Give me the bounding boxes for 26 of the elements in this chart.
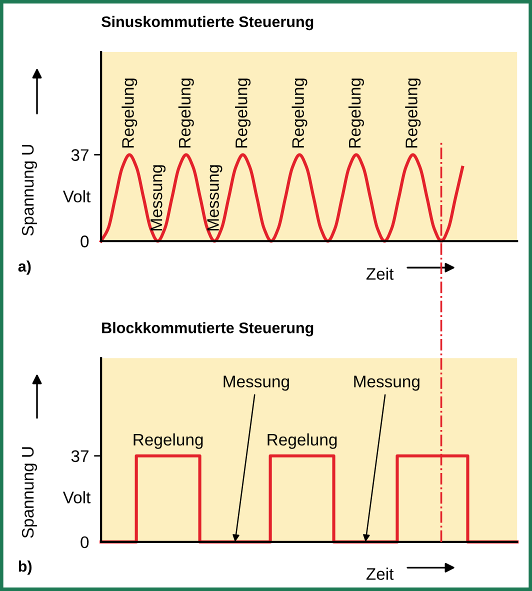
annotation: Regelung xyxy=(292,78,308,148)
annotation: Messung xyxy=(224,376,289,391)
x-axis-title: Zeit xyxy=(366,268,394,280)
annotation: Messung xyxy=(207,165,222,230)
annotation: Regelung xyxy=(134,433,203,449)
text: Volt xyxy=(62,491,91,504)
annotation: Messung xyxy=(354,376,420,391)
y-tick-label: 0 xyxy=(80,236,89,248)
annotation: Regelung xyxy=(178,78,194,148)
annotation: Regelung xyxy=(235,78,251,148)
annotation: Regelung xyxy=(122,78,138,148)
x-axis-title: Zeit xyxy=(366,568,394,580)
chart-title: Sinuskommutierte Steuerung xyxy=(102,16,314,30)
y-axis-title: Spannung U xyxy=(22,145,38,236)
text: b) xyxy=(18,560,32,575)
annotation: Regelung xyxy=(348,78,364,148)
y-tick-label: 37 xyxy=(71,149,88,161)
annotation: Regelung xyxy=(405,78,421,148)
annotation: Messung xyxy=(150,165,166,230)
y-tick-label: 37 xyxy=(71,450,88,462)
annotation: Regelung xyxy=(268,433,337,449)
chart-title: Blockkommutierte Steuerung xyxy=(102,322,314,336)
text: a) xyxy=(18,260,31,275)
y-axis-title: Spannung U xyxy=(22,447,38,538)
y-tick-label: 0 xyxy=(80,536,89,548)
text: Volt xyxy=(62,190,91,202)
